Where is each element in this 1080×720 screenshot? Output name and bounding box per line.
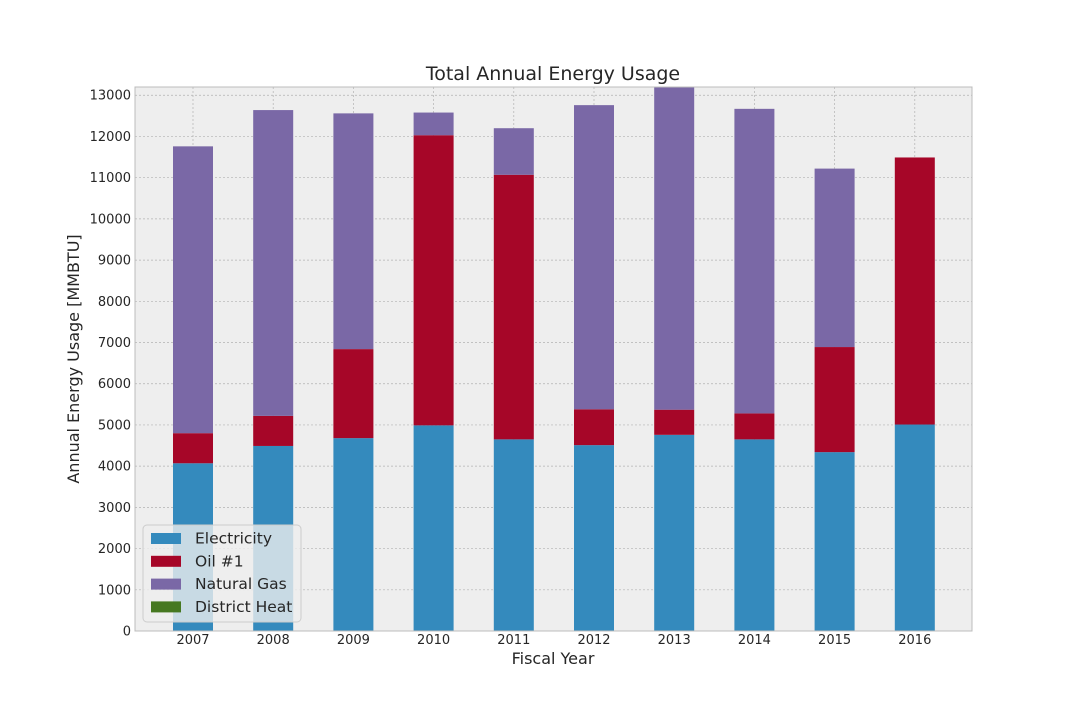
legend-label: District Heat: [195, 598, 292, 616]
x-tick-label: 2009: [337, 633, 370, 648]
legend-label: Oil #1: [195, 552, 244, 570]
bar-natural-gas-2007: [173, 146, 213, 434]
y-tick-label: 2000: [98, 542, 131, 557]
legend: Electricity Oil #1 Natural Gas District Hea…: [142, 524, 302, 623]
bar-oil-1-2015: [814, 347, 855, 453]
bar-oil-1-2008: [253, 415, 294, 446]
bar-electricity-2015: [814, 452, 855, 631]
bar-electricity-2013: [654, 434, 695, 631]
bar-oil-1-2014: [734, 413, 775, 440]
x-axis-label: Fiscal Year: [512, 649, 595, 668]
bar-natural-gas-2012: [574, 105, 614, 410]
x-tick-label: 2012: [577, 633, 610, 648]
bar-electricity-2010: [413, 425, 454, 631]
bar-natural-gas-2009: [333, 113, 374, 350]
legend-label: Electricity: [195, 530, 272, 548]
y-axis-label: Annual Energy Usage [MMBTU]: [64, 234, 83, 483]
bar-electricity-2009: [333, 438, 374, 631]
x-tick-label: 2016: [898, 633, 931, 648]
bar-oil-1-2009: [333, 349, 374, 439]
x-tick-label: 2013: [658, 633, 691, 648]
legend-swatch: [151, 578, 181, 590]
bar-oil-1-2011: [493, 174, 534, 440]
y-tick-label: 5000: [98, 418, 131, 433]
bar-electricity-2012: [574, 445, 614, 631]
y-tick-label: 0: [123, 625, 131, 640]
y-tick-label: 3000: [98, 501, 131, 516]
bar-natural-gas-2011: [493, 128, 534, 175]
bar-natural-gas-2015: [814, 168, 855, 348]
y-tick-label: 9000: [98, 254, 131, 269]
bar-natural-gas-2010: [413, 112, 454, 136]
legend-label: Natural Gas: [195, 575, 287, 593]
bar-series: [173, 87, 935, 631]
y-tick-label: 6000: [98, 377, 131, 392]
y-tick-label: 11000: [90, 171, 131, 186]
bar-oil-1-2010: [413, 135, 454, 426]
y-tick-label: 1000: [98, 583, 131, 598]
bar-electricity-2011: [493, 439, 534, 631]
x-axis-ticks: 2007 2008 2009 2010 2011 2012 2013 2014 2015 2016: [176, 633, 931, 648]
bar-oil-1-2012: [574, 409, 614, 446]
bar-natural-gas-2014: [734, 108, 775, 414]
y-tick-label: 4000: [98, 460, 131, 475]
x-tick-label: 2014: [738, 633, 771, 648]
bar-electricity-2014: [734, 439, 775, 631]
x-tick-label: 2010: [417, 633, 450, 648]
x-tick-label: 2011: [497, 633, 530, 648]
y-tick-label: 7000: [98, 336, 131, 351]
y-axis-ticks: 0 1000 2000 3000 4000 5000 6000 7000 8000 9000 100…: [90, 89, 131, 640]
y-tick-label: 8000: [98, 295, 131, 310]
legend-swatch: [151, 555, 181, 567]
plot-frame: [134, 86, 973, 632]
legend-swatch: [151, 601, 181, 613]
chart-title: Total Annual Energy Usage: [425, 63, 680, 85]
bar-oil-1-2016: [894, 157, 935, 425]
x-tick-label: 2007: [176, 633, 209, 648]
y-tick-label: 12000: [90, 130, 131, 145]
bar-natural-gas-2008: [253, 110, 294, 416]
legend-swatch: [151, 533, 181, 544]
bar-natural-gas-2013: [654, 87, 695, 410]
bar-electricity-2016: [894, 424, 935, 631]
bar-oil-1-2013: [654, 409, 695, 435]
x-tick-label: 2008: [257, 633, 290, 648]
y-tick-label: 10000: [90, 212, 131, 227]
y-tick-label: 13000: [90, 89, 131, 104]
legend-box: [142, 524, 302, 623]
bar-oil-1-2007: [173, 433, 213, 464]
x-tick-label: 2015: [818, 633, 851, 648]
